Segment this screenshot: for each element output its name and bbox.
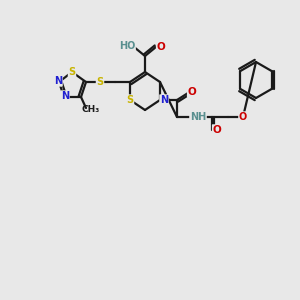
Text: N: N [54,76,62,86]
Text: S: S [96,77,103,87]
Text: CH₃: CH₃ [82,106,100,115]
Text: N: N [160,95,168,105]
Text: O: O [157,42,165,52]
Text: O: O [239,112,247,122]
Text: S: S [68,67,76,77]
Text: NH: NH [190,112,206,122]
Text: O: O [188,87,196,97]
Text: S: S [126,95,134,105]
Text: N: N [61,91,69,101]
Text: HO: HO [119,41,135,51]
Text: O: O [213,125,221,135]
